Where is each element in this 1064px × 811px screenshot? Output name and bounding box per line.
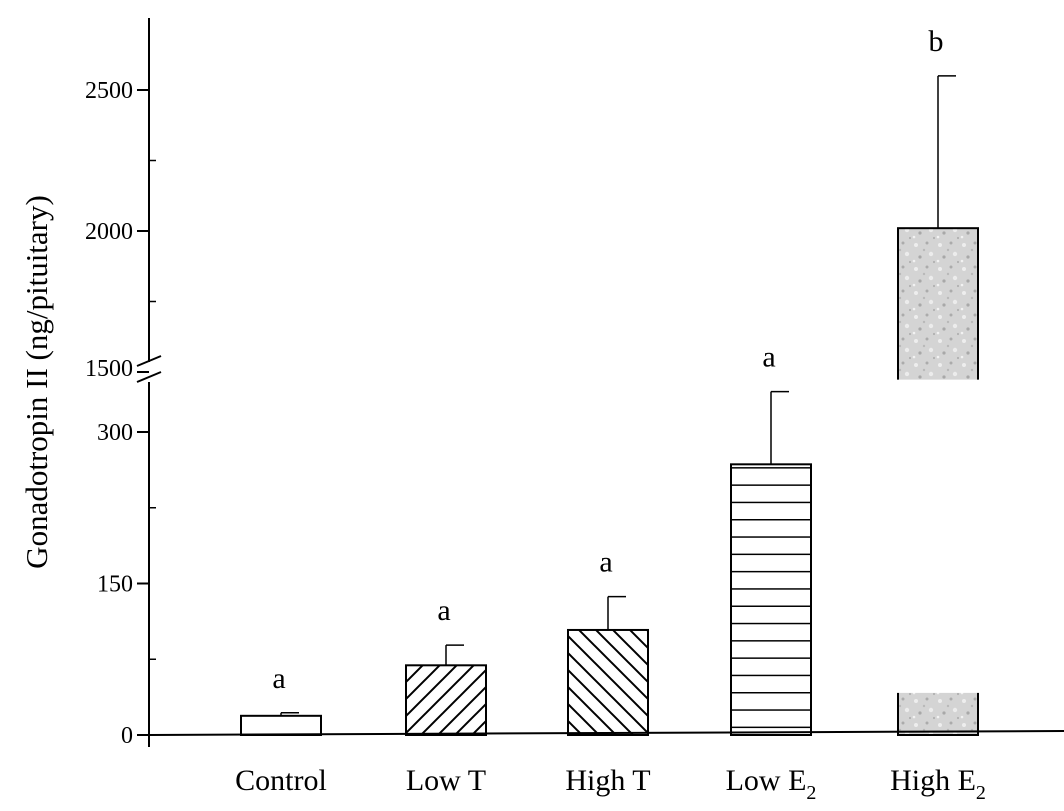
category-label-text: High E — [890, 764, 976, 797]
category-label-text: High T — [565, 764, 650, 797]
significance-letter-3: a — [599, 546, 612, 579]
y-axis-title: Gonadotropin II (ng/pituitary) — [19, 195, 54, 569]
axis-break-mark-2 — [136, 371, 162, 383]
bar-3 — [567, 628, 649, 737]
category-label-subscript: 2 — [806, 782, 816, 804]
category-label-3: High T — [565, 764, 650, 797]
x-axis — [148, 730, 1064, 736]
significance-letter-5: b — [929, 25, 944, 58]
category-label-text: Control — [235, 764, 327, 797]
significance-letter-2: a — [437, 594, 450, 627]
y-tick-label: 150 — [97, 572, 133, 598]
category-label-2: Low T — [406, 764, 486, 797]
y-tick-label: 1500 — [85, 356, 133, 382]
y-tick-label: 2500 — [85, 78, 133, 104]
significance-letter-4: a — [762, 341, 775, 374]
category-label-text: Low T — [406, 764, 486, 797]
significance-letter-1: a — [272, 662, 285, 695]
y-tick-label: 300 — [97, 420, 133, 446]
category-label-1: Control — [235, 764, 327, 797]
axis-break-gap — [895, 379, 981, 693]
category-label-5: High E2 — [890, 764, 986, 804]
bar-4 — [730, 463, 812, 736]
category-label-text: Low E — [726, 764, 807, 797]
y-tick-label: 0 — [121, 723, 133, 749]
y-tick-label: 2000 — [85, 219, 133, 245]
bar-2 — [405, 664, 487, 736]
category-label-subscript: 2 — [976, 782, 986, 804]
category-label-4: Low E2 — [726, 764, 817, 804]
axis-break-mark-1 — [136, 355, 162, 367]
bar-1 — [240, 714, 322, 736]
